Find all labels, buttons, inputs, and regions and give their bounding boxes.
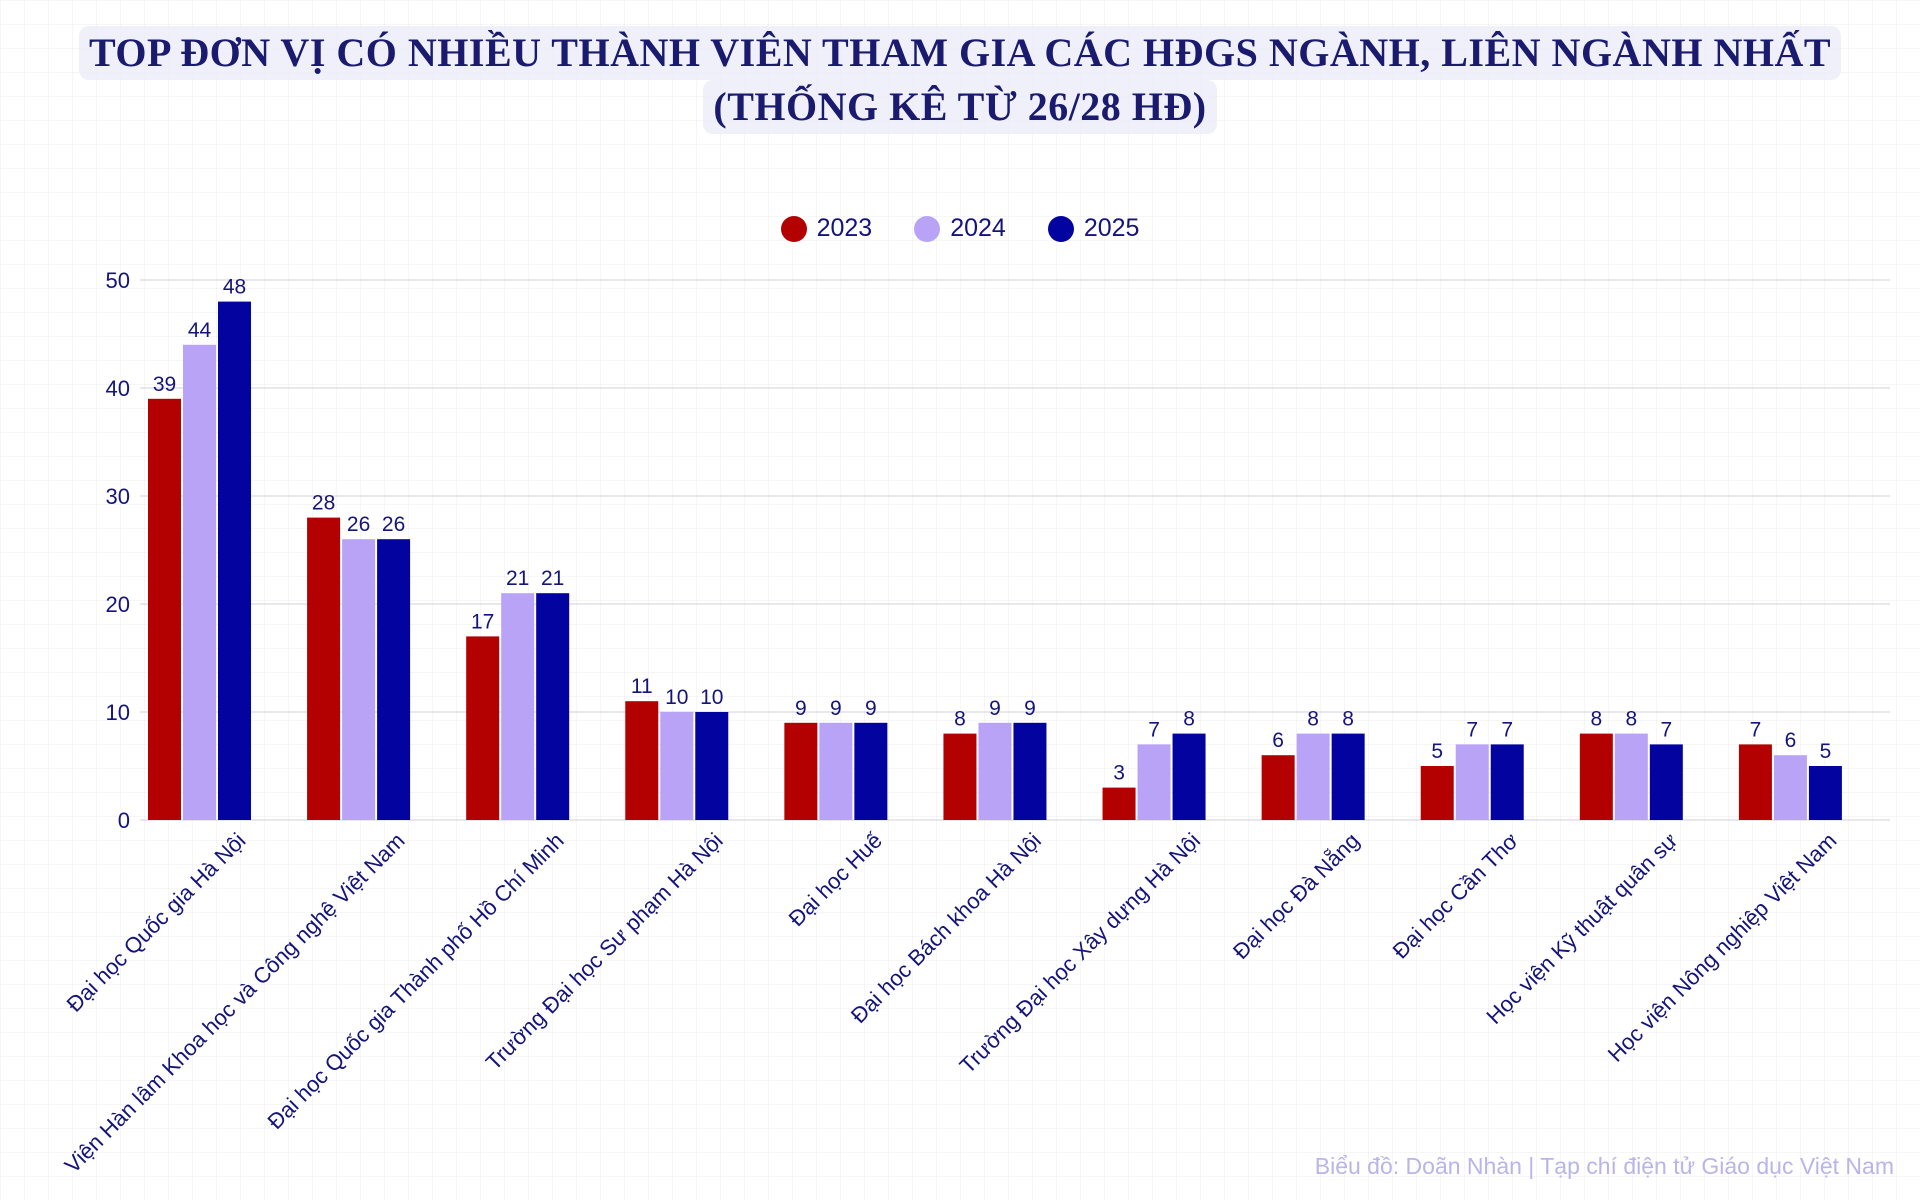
chart-title-line-2: (THỐNG KÊ TỪ 26/28 HĐ) — [703, 80, 1217, 134]
bar-2024-5 — [978, 722, 1012, 820]
bar-2023-4 — [784, 722, 818, 820]
x-tick-label-1: Viện Hàn lâm Khoa học và Công nghệ Việt … — [60, 828, 410, 1178]
bar-2023-9 — [1579, 733, 1613, 820]
y-tick-label-0: 0 — [118, 808, 130, 833]
data-label-2025-0: 48 — [223, 276, 246, 299]
data-label-2025-4: 9 — [865, 697, 877, 720]
bar-2024-10 — [1773, 755, 1807, 820]
chart-title: TOP ĐƠN VỊ CÓ NHIỀU THÀNH VIÊN THAM GIA … — [0, 26, 1920, 134]
legend-item-2024[interactable]: 2024 — [914, 214, 1006, 243]
bar-2025-4 — [854, 722, 888, 820]
data-label-2025-10: 5 — [1820, 740, 1832, 763]
bar-2023-6 — [1102, 787, 1136, 820]
legend-swatch-2024 — [914, 215, 941, 242]
data-label-2023-6: 3 — [1113, 762, 1125, 785]
data-label-2024-3: 10 — [665, 686, 688, 709]
data-label-2023-1: 28 — [312, 492, 335, 515]
legend-item-2023[interactable]: 2023 — [780, 214, 873, 243]
x-tick-label-2: Đại học Quốc gia Thành phố Hồ Chí Minh — [262, 828, 568, 1134]
data-label-2023-8: 5 — [1431, 740, 1443, 763]
bar-2025-3 — [695, 712, 729, 820]
data-label-2024-8: 7 — [1466, 718, 1478, 741]
data-label-2024-1: 26 — [347, 513, 370, 536]
bar-2023-1 — [307, 517, 341, 820]
bar-2024-9 — [1614, 733, 1648, 820]
bar-2025-2 — [536, 593, 570, 820]
data-label-2024-7: 8 — [1307, 708, 1319, 731]
legend-item-2025[interactable]: 2025 — [1047, 214, 1140, 243]
data-label-2024-10: 6 — [1785, 729, 1797, 752]
data-label-2025-9: 7 — [1660, 718, 1672, 741]
data-label-2025-6: 8 — [1183, 708, 1195, 731]
data-label-2023-0: 39 — [153, 373, 176, 396]
bar-2023-10 — [1738, 744, 1772, 820]
data-label-2023-5: 8 — [954, 708, 966, 731]
legend-label-2024: 2024 — [950, 214, 1006, 242]
bar-2023-3 — [625, 701, 659, 820]
data-label-2025-7: 8 — [1342, 708, 1354, 731]
data-label-2024-9: 8 — [1625, 708, 1637, 731]
bar-2024-0 — [183, 344, 216, 820]
bar-2024-2 — [501, 593, 535, 820]
data-label-2024-6: 7 — [1148, 718, 1160, 741]
bar-2024-3 — [660, 712, 694, 820]
legend: 2023 2024 2025 — [0, 214, 1920, 243]
bar-2024-8 — [1455, 744, 1489, 820]
data-label-2024-2: 21 — [506, 567, 529, 590]
x-tick-label-7: Đại học Đà Nẵng — [1228, 828, 1364, 964]
chart-title-line-1: TOP ĐƠN VỊ CÓ NHIỀU THÀNH VIÊN THAM GIA … — [78, 26, 1842, 80]
bar-2023-0 — [148, 398, 181, 820]
data-label-2025-1: 26 — [382, 513, 405, 536]
legend-label-2023: 2023 — [816, 214, 873, 242]
y-tick-label-40: 40 — [106, 376, 130, 401]
data-label-2024-5: 9 — [989, 697, 1001, 720]
data-label-2025-8: 7 — [1501, 718, 1513, 741]
data-label-2024-4: 9 — [830, 697, 842, 720]
bar-2024-7 — [1296, 733, 1330, 820]
bar-2025-9 — [1649, 744, 1683, 820]
bar-2023-8 — [1420, 766, 1454, 820]
data-label-2024-0: 44 — [188, 319, 212, 342]
legend-swatch-2023 — [780, 215, 807, 242]
legend-label-2025: 2025 — [1083, 214, 1140, 242]
data-label-2025-2: 21 — [541, 567, 564, 590]
data-label-2023-10: 7 — [1750, 718, 1762, 741]
bar-2025-7 — [1331, 733, 1365, 820]
data-label-2023-3: 11 — [631, 675, 653, 698]
x-tick-label-8: Đại học Cần Thơ — [1388, 828, 1524, 964]
x-tick-label-0: Đại học Quốc gia Hà Nội — [62, 828, 251, 1017]
bar-2024-4 — [819, 722, 853, 820]
data-label-2023-2: 17 — [471, 610, 494, 633]
bar-2025-10 — [1808, 766, 1842, 820]
bar-2023-2 — [466, 636, 500, 820]
bar-2025-6 — [1172, 733, 1206, 820]
y-tick-label-20: 20 — [106, 592, 130, 617]
chart-credit: Biểu đồ: Doãn Nhàn | Tạp chí điện tử Giá… — [1314, 1153, 1894, 1179]
legend-swatch-2025 — [1047, 215, 1074, 242]
bar-2025-1 — [377, 539, 411, 820]
bar-2025-0 — [218, 301, 251, 821]
y-tick-label-10: 10 — [106, 700, 130, 725]
y-tick-label-50: 50 — [106, 268, 130, 293]
data-label-2023-7: 6 — [1272, 729, 1284, 752]
data-label-2025-5: 9 — [1024, 697, 1036, 720]
bar-2024-6 — [1137, 744, 1171, 820]
x-tick-label-4: Đại học Huế — [784, 828, 887, 931]
bar-2024-1 — [342, 539, 376, 820]
bar-2023-7 — [1261, 755, 1295, 820]
bar-2025-5 — [1013, 722, 1047, 820]
bar-2025-8 — [1490, 744, 1524, 820]
data-label-2023-4: 9 — [795, 697, 807, 720]
y-tick-label-30: 30 — [106, 484, 130, 509]
data-label-2025-3: 10 — [700, 686, 723, 709]
data-label-2023-9: 8 — [1590, 708, 1602, 731]
bar-2023-5 — [943, 733, 977, 820]
